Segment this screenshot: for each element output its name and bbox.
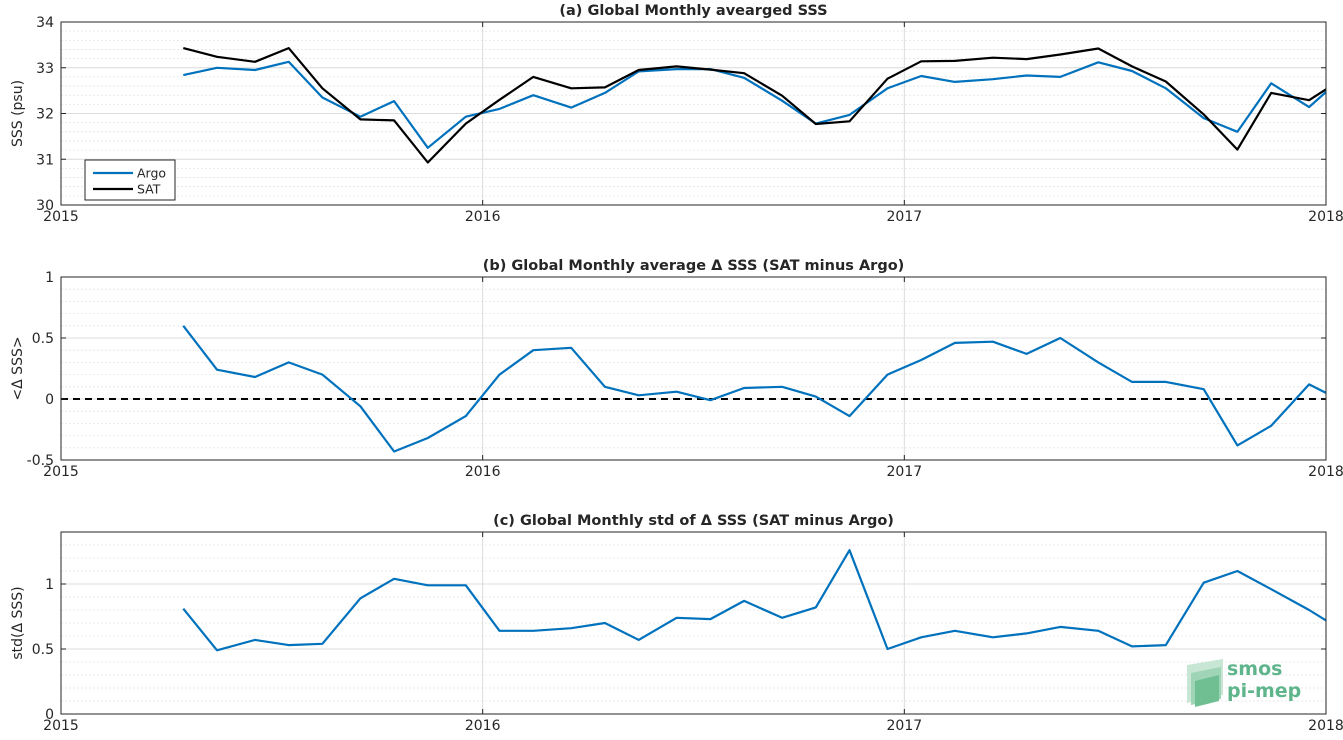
x-tick-label: 2017 — [887, 718, 923, 734]
y-tick-label: 30 — [36, 198, 54, 214]
panel-1: 2015 2016 2017 2018 30 31 32 33 34 (a) Global Mon… — [10, 3, 1343, 225]
y-tick-label: 0.5 — [32, 331, 54, 347]
chart-title: (b) Global Monthly average Δ SSS (SAT mi… — [483, 258, 905, 274]
x-tick-label: 2016 — [465, 209, 501, 225]
legend-label-argo: Argo — [137, 166, 166, 181]
legend-box — [84, 159, 176, 201]
y-tick-label: 0 — [45, 707, 54, 723]
x-tick-label: 2017 — [887, 464, 923, 480]
chart-title: (c) Global Monthly std of Δ SSS (SAT min… — [493, 513, 894, 529]
y-tick-label: -0.5 — [27, 453, 54, 469]
y-axis-label: std(Δ SSS) — [10, 586, 26, 659]
x-tick-label: 2016 — [465, 718, 501, 734]
y-tick-label: 1 — [45, 577, 54, 593]
smos-pimep-logo: smos pi-mep — [1187, 658, 1301, 707]
y-tick-label: 0.5 — [32, 642, 54, 658]
logo-line1: smos — [1227, 658, 1282, 680]
x-tick-label: 2016 — [465, 464, 501, 480]
chart-title: (a) Global Monthly avearged SSS — [559, 3, 827, 19]
y-tick-label: 34 — [36, 15, 54, 31]
y-tick-label: 32 — [36, 107, 54, 123]
x-tick-label: 2015 — [43, 464, 79, 480]
series-line-sat — [183, 46, 1327, 164]
legend-label-sat: SAT — [137, 182, 161, 197]
y-tick-label: 0 — [45, 392, 54, 408]
x-tick-label: 2015 — [43, 718, 79, 734]
panel-2: 2015 2016 2017 2018 -0.5 0 0.5 1 (b) Global Mont… — [10, 258, 1343, 480]
x-tick-label: 2018 — [1308, 718, 1343, 734]
series-line-argo — [183, 60, 1327, 149]
x-tick-label: 2017 — [887, 209, 923, 225]
y-tick-label: 1 — [45, 270, 54, 286]
logo-waves-icon — [1187, 659, 1223, 707]
y-axis-label: SSS (psu) — [10, 80, 26, 147]
x-tick-label: 2018 — [1308, 209, 1343, 225]
logo-line2: pi-mep — [1227, 680, 1301, 702]
axes-box — [60, 276, 1327, 461]
y-tick-label: 33 — [36, 61, 54, 77]
panel-3: 2015 2016 2017 2018 0 0.5 1 (c) Global Monthly … — [10, 513, 1343, 734]
x-tick-label: 2018 — [1308, 464, 1343, 480]
x-tick-label: 2015 — [43, 209, 79, 225]
axes-box — [60, 531, 1327, 715]
series-line — [182, 325, 1327, 453]
y-tick-label: 31 — [36, 152, 54, 168]
series-line — [182, 549, 1327, 652]
plot-area — [61, 277, 1326, 460]
y-axis-label: <Δ SSS> — [10, 336, 26, 400]
